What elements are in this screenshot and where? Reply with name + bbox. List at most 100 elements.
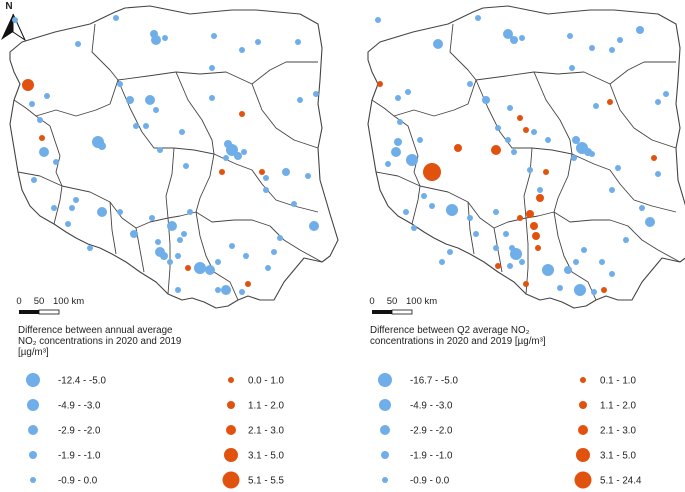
station-increase-marker bbox=[532, 232, 540, 240]
station-decrease-marker bbox=[609, 187, 615, 193]
station-increase-marker bbox=[517, 115, 523, 121]
station-decrease-marker bbox=[599, 259, 605, 265]
station-decrease-marker bbox=[37, 117, 43, 123]
station-decrease-marker bbox=[149, 215, 155, 221]
station-decrease-marker bbox=[143, 123, 149, 129]
voivodeship-border bbox=[467, 201, 475, 255]
station-decrease-marker bbox=[557, 285, 563, 291]
station-decrease-marker bbox=[162, 35, 168, 41]
voivodeship-border bbox=[553, 211, 597, 301]
station-decrease-marker bbox=[73, 197, 79, 203]
station-decrease-marker bbox=[221, 285, 231, 295]
voivodeship-border bbox=[475, 71, 611, 85]
station-decrease-marker bbox=[397, 119, 403, 125]
legend-decrease-label: -16.7 - -5.0 bbox=[410, 376, 458, 387]
station-decrease-marker bbox=[467, 81, 473, 87]
voivodeship-border bbox=[375, 171, 421, 187]
station-decrease-marker bbox=[167, 221, 177, 231]
legend-q2: Difference between Q2 average NO₂concent… bbox=[370, 325, 642, 489]
legend-decrease-label: -1.9 - -1.0 bbox=[410, 451, 453, 462]
station-decrease-marker bbox=[519, 259, 525, 265]
legend-decrease-label: -1.9 - -1.0 bbox=[58, 451, 101, 462]
station-increase-marker bbox=[239, 111, 245, 117]
station-increase-marker bbox=[491, 145, 501, 155]
voivodeship-border bbox=[165, 147, 175, 219]
legend-decrease-symbol bbox=[382, 477, 388, 483]
station-decrease-marker bbox=[439, 259, 445, 265]
station-decrease-marker bbox=[263, 175, 269, 181]
station-decrease-marker bbox=[229, 243, 235, 249]
scale-bar-segment bbox=[372, 310, 392, 314]
voivodeship-border bbox=[35, 79, 119, 117]
station-decrease-marker bbox=[495, 125, 501, 131]
station-decrease-marker bbox=[183, 163, 189, 169]
voivodeship-border bbox=[553, 153, 573, 213]
scale-bar-segment bbox=[19, 310, 39, 314]
station-decrease-marker bbox=[69, 205, 75, 211]
scale-bar-annual: 0 50 100 km bbox=[16, 296, 84, 315]
voivodeship-border bbox=[251, 61, 318, 85]
legend-increase-symbol bbox=[227, 401, 235, 409]
station-decrease-marker bbox=[405, 89, 411, 95]
station-decrease-marker bbox=[53, 159, 59, 165]
legend-decrease-label: -0.9 - 0.0 bbox=[410, 476, 450, 487]
voivodeship-border bbox=[609, 83, 677, 149]
station-decrease-marker bbox=[181, 231, 187, 237]
legend-title-line: NO₂ concentrations in 2020 and 2019 bbox=[18, 336, 181, 347]
station-decrease-marker bbox=[44, 93, 50, 99]
station-decrease-marker bbox=[507, 263, 513, 269]
station-decrease-marker bbox=[126, 96, 134, 104]
station-decrease-marker bbox=[571, 155, 577, 161]
station-increase-marker bbox=[517, 215, 523, 221]
station-decrease-marker bbox=[167, 259, 173, 265]
station-decrease-marker bbox=[243, 253, 249, 259]
station-decrease-marker bbox=[569, 65, 575, 71]
station-decrease-marker bbox=[510, 36, 518, 44]
legend-increase-label: 0.0 - 1.0 bbox=[248, 376, 284, 387]
station-decrease-marker bbox=[591, 289, 597, 295]
station-decrease-marker bbox=[255, 39, 261, 45]
station-decrease-marker bbox=[567, 33, 573, 39]
voivodeship-border bbox=[449, 23, 477, 81]
station-decrease-marker bbox=[503, 231, 509, 237]
station-decrease-marker bbox=[433, 39, 443, 49]
legend-decrease-symbol bbox=[30, 477, 36, 483]
station-decrease-marker bbox=[411, 225, 417, 231]
scale-tick-label: 0 bbox=[369, 296, 374, 307]
voivodeship-border bbox=[195, 211, 323, 263]
station-decrease-marker bbox=[446, 204, 458, 216]
station-decrease-marker bbox=[295, 39, 301, 45]
legend-increase-symbol bbox=[226, 425, 236, 435]
station-decrease-marker bbox=[394, 138, 402, 146]
voivodeship-border bbox=[91, 23, 119, 81]
station-decrease-marker bbox=[177, 237, 183, 243]
legend-decrease-symbol bbox=[379, 399, 391, 411]
station-decrease-marker bbox=[421, 193, 427, 199]
legend-decrease-label: -4.9 - -3.0 bbox=[410, 401, 453, 412]
scale-bar-segment bbox=[38, 309, 60, 315]
station-decrease-marker bbox=[473, 231, 479, 237]
legend-title-line: [µg/m³] bbox=[18, 347, 49, 358]
station-decrease-marker bbox=[282, 168, 290, 176]
station-increase-marker bbox=[423, 163, 441, 181]
station-increase-marker bbox=[530, 222, 538, 230]
map-q2-no2-difference bbox=[367, 5, 685, 309]
legend-increase-symbol bbox=[578, 425, 588, 435]
station-increase-marker bbox=[495, 263, 501, 269]
station-decrease-marker bbox=[482, 96, 490, 104]
legend-decrease-symbol bbox=[29, 451, 37, 459]
station-increase-marker bbox=[219, 169, 225, 175]
station-decrease-marker bbox=[406, 154, 418, 166]
legend-increase-label: 2.1 - 3.0 bbox=[600, 426, 636, 437]
legend-increase-symbol bbox=[224, 448, 238, 462]
station-decrease-marker bbox=[98, 142, 106, 150]
voivodeship-border bbox=[533, 71, 573, 155]
station-decrease-marker bbox=[510, 248, 522, 260]
station-decrease-marker bbox=[375, 17, 381, 23]
station-decrease-marker bbox=[581, 247, 587, 253]
legend-decrease-label: -12.4 - -5.0 bbox=[58, 376, 106, 387]
voivodeship-border bbox=[17, 171, 63, 187]
station-decrease-marker bbox=[645, 217, 655, 227]
station-decrease-marker bbox=[87, 245, 93, 251]
station-decrease-marker bbox=[545, 137, 551, 143]
